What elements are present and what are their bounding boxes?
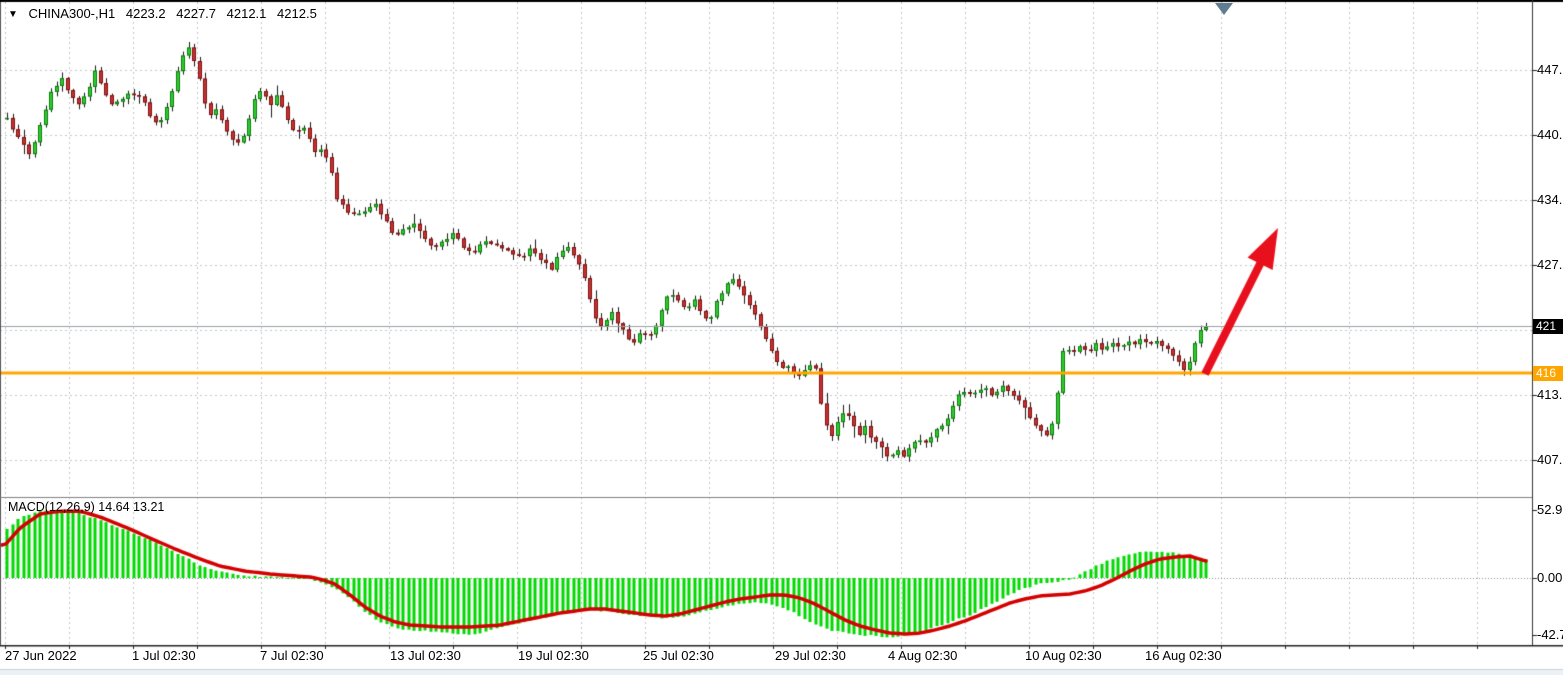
ohlc-close: 4212.5: [277, 6, 317, 21]
time-axis-label: 29 Jul 02:30: [775, 648, 846, 663]
symbol-period-label: CHINA300-,H1: [28, 6, 116, 21]
scroll-to-end-marker[interactable]: [1215, 3, 1233, 15]
macd-indicator-label: MACD(12,26,9) 14.64 13.21: [8, 500, 165, 514]
ohlc-low: 4212.1: [226, 6, 267, 21]
time-axis-label: 16 Aug 02:30: [1145, 648, 1222, 663]
bid-price-badge: 421: [1533, 319, 1563, 334]
chart-title: ▼ CHINA300-,H1 4223.2 4227.7 4212.1 4212…: [8, 6, 324, 21]
time-axis-label: 4 Aug 02:30: [888, 648, 958, 663]
orange-level-badge: 416: [1533, 366, 1563, 381]
ohlc-open: 4223.2: [125, 6, 166, 21]
symbol-dropdown-icon[interactable]: ▼: [8, 9, 18, 20]
time-axis-label: 19 Jul 02:30: [518, 648, 589, 663]
time-axis-label: 13 Jul 02:30: [390, 648, 461, 663]
time-axis-label: 25 Jul 02:30: [643, 648, 714, 663]
time-axis-label: 1 Jul 02:30: [132, 648, 196, 663]
time-axis-label: 27 Jun 2022: [5, 648, 77, 663]
time-axis-label: 10 Aug 02:30: [1025, 648, 1102, 663]
time-axis-label: 7 Jul 02:30: [260, 648, 324, 663]
ohlc-high: 4227.7: [176, 6, 217, 21]
